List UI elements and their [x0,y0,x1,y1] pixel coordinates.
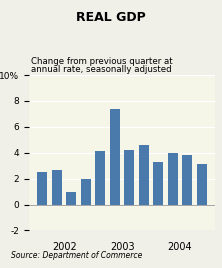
Bar [110,109,120,204]
Bar [81,179,91,204]
Bar [139,145,149,204]
Bar [197,165,207,204]
Bar [168,153,178,204]
Bar [52,170,62,204]
Bar [153,162,163,204]
Text: annual rate, seasonally adjusted: annual rate, seasonally adjusted [31,65,172,74]
Text: Source: Department of Commerce: Source: Department of Commerce [11,251,143,260]
Text: 2004: 2004 [168,242,192,252]
Bar [182,155,192,204]
Bar [124,150,134,204]
Text: 2002: 2002 [52,242,77,252]
Text: REAL GDP: REAL GDP [76,11,146,24]
Text: 2003: 2003 [110,242,134,252]
Bar [95,151,105,204]
Text: Change from previous quarter at: Change from previous quarter at [31,57,173,66]
Bar [37,172,48,204]
Bar [66,192,76,204]
